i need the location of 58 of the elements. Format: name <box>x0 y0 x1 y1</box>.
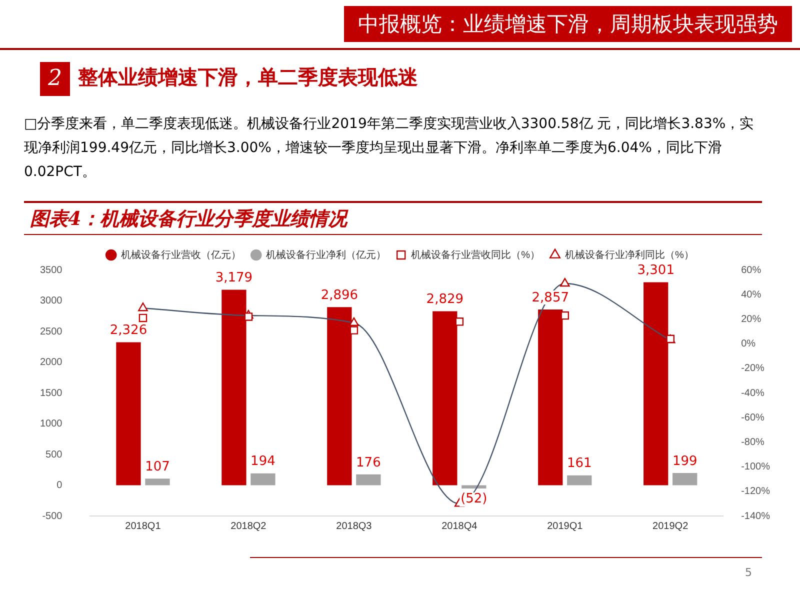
data-label: 2,829 <box>426 292 464 308</box>
y-tick-label: 1500 <box>40 388 63 399</box>
chart-title: 图表4：机械设备行业分季度业绩情况 <box>30 207 348 232</box>
data-label: 2,896 <box>320 288 358 304</box>
y2-tick-label: -60% <box>741 412 765 424</box>
y-tick-label: 2000 <box>40 357 63 368</box>
legend-label: 机械设备行业净利同比（%） <box>565 248 694 261</box>
point <box>455 318 464 326</box>
y-tick-label: 0 <box>56 480 63 491</box>
data-label: 2,326 <box>110 323 148 338</box>
x-tick-label: 2018Q1 <box>125 520 162 532</box>
bar <box>567 475 592 486</box>
x-tick-label: 2018Q4 <box>442 520 478 532</box>
y-tick-label: 1000 <box>40 418 63 430</box>
y-tick-label: 500 <box>46 449 63 460</box>
y2-tick-label: 20% <box>741 314 762 325</box>
y2-tick-label: -80% <box>741 436 765 448</box>
bar <box>145 478 170 486</box>
y-tick-label: 3500 <box>40 264 63 276</box>
bar <box>672 473 698 486</box>
legend-label: 机械设备行业营收同比（%） <box>411 248 540 261</box>
y2-tick-label: -100% <box>741 462 770 473</box>
y2-tick-label: -120% <box>741 486 770 498</box>
bar <box>356 474 381 486</box>
y2-tick-label: -20% <box>741 363 765 374</box>
legend-label: 机械设备行业营收（亿元） <box>121 248 242 261</box>
bar <box>250 473 276 486</box>
text: 5 <box>745 566 752 579</box>
data-label: 107 <box>145 460 170 475</box>
y-tick-label: -500 <box>42 510 63 522</box>
point <box>138 314 148 322</box>
data-label: 176 <box>356 455 381 470</box>
y-tick-label: 2500 <box>40 326 63 338</box>
text: 整体业绩增速下滑，单二季度表现低迷 <box>78 64 418 91</box>
legend-label: 机械设备行业净利（亿元） <box>266 248 386 261</box>
text: □分季度来看，单二季度表现低迷。机械设备行业2019年第二季度实现营业收入3300.58亿 元，同比增长3.83%，实现净利润199.49亿元，同比增长3.00%，增速较一季度均呈现出显著下滑。净利率单二季度为6.04%，同比下滑0.02PCT。 <box>24 115 755 182</box>
data-label: 199 <box>672 454 698 469</box>
data-label: 2,857 <box>532 290 569 306</box>
y2-tick-label: -140% <box>741 510 770 522</box>
y2-tick-label: -40% <box>741 388 765 399</box>
data-label: 3,179 <box>215 270 253 286</box>
data-label: (52) <box>460 491 488 506</box>
y2-tick-label: 40% <box>741 289 762 300</box>
text: 中报概览：业绩增速下滑，周期板块表现强势 <box>344 6 792 42</box>
data-label: 3,301 <box>637 263 674 278</box>
y2-tick-label: 60% <box>741 264 762 276</box>
data-label: 161 <box>566 456 592 472</box>
x-tick-label: 2018Q2 <box>230 520 267 532</box>
x-tick-label: 2019Q1 <box>547 520 584 532</box>
y-tick-label: 3000 <box>40 296 63 306</box>
y2-tick-label: 0% <box>741 338 756 350</box>
text: 2 <box>40 62 70 96</box>
data-label: 194 <box>250 454 276 470</box>
x-tick-label: 2018Q3 <box>336 520 372 532</box>
bar <box>116 342 141 486</box>
point <box>244 312 253 321</box>
point <box>560 311 570 320</box>
x-tick-label: 2019Q2 <box>652 520 689 532</box>
